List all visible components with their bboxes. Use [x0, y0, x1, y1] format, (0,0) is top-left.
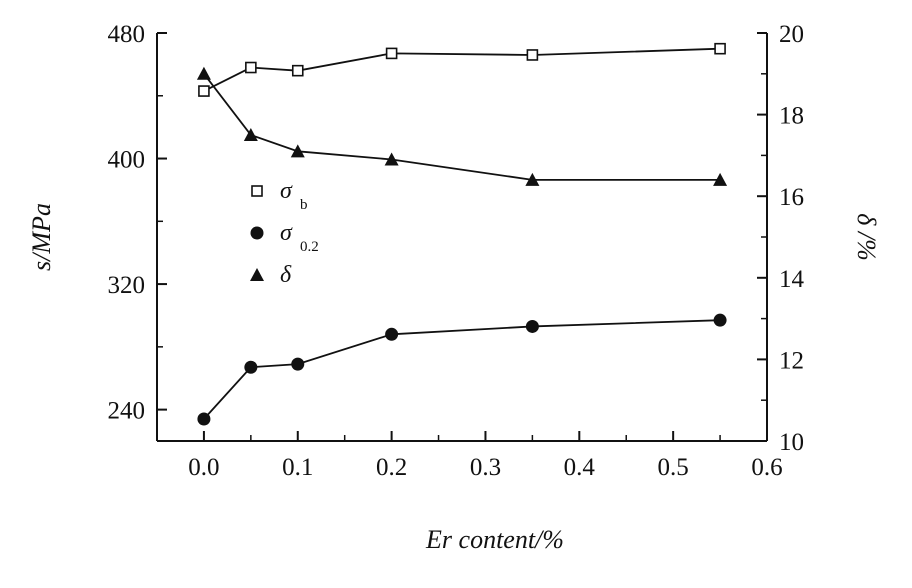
- legend-item: σb: [251, 178, 308, 213]
- y-right-tick-label: 18: [779, 103, 804, 130]
- legend-label: σ: [280, 220, 293, 246]
- y-right-tick-label: 12: [779, 347, 804, 374]
- data-point: [291, 64, 304, 77]
- series: [196, 42, 728, 426]
- legend-marker: [250, 268, 264, 281]
- data-point: [197, 412, 211, 426]
- y-left-tick-label: 400: [108, 147, 146, 174]
- legend-marker: [251, 185, 263, 197]
- legend-label: δ: [280, 262, 292, 288]
- y-left-tick-label: 320: [108, 272, 146, 299]
- data-point: [196, 66, 211, 80]
- x-tick-label: 0.3: [470, 454, 501, 481]
- legend-item: δ: [250, 262, 292, 288]
- data-point: [198, 85, 210, 97]
- legend-subscript: 0.2: [300, 239, 319, 255]
- y-right-tick-label: 14: [779, 266, 805, 293]
- axes: [156, 33, 768, 442]
- series-line: [203, 319, 721, 420]
- data-point: [713, 313, 727, 327]
- y-right-tick-label: 16: [779, 184, 804, 211]
- data-point: [243, 128, 258, 141]
- legend-marker: [250, 226, 264, 240]
- y-right-tick-label: 10: [779, 429, 804, 456]
- data-point: [291, 357, 305, 371]
- data-point: [384, 152, 399, 166]
- series-1: [198, 42, 726, 97]
- y-left-tick-label: 480: [108, 21, 146, 48]
- x-tick-label: 0.4: [564, 454, 596, 481]
- right-y-axis-title: δ /%: [852, 213, 881, 260]
- ticks: 0.0 0.1 0.2 0.3 0.4 0.5 0.6 240 320 400 480 10 12 14 1…: [108, 21, 805, 481]
- data-point: [526, 49, 539, 61]
- left-y-axis-title: s/MPa: [27, 203, 56, 271]
- y-left-tick-label: 240: [108, 398, 146, 425]
- x-tick-label: 0.1: [282, 454, 313, 481]
- legend-subscript: b: [300, 197, 308, 213]
- data-point: [290, 144, 305, 158]
- series-2: [197, 313, 727, 426]
- data-point: [714, 42, 726, 55]
- x-tick-label: 0.0: [188, 454, 219, 481]
- data-point: [244, 360, 258, 374]
- series-line: [203, 73, 721, 181]
- data-point: [713, 172, 728, 186]
- data-point: [385, 47, 398, 60]
- legend-label: σ: [280, 178, 293, 204]
- y-right-tick-label: 20: [779, 21, 804, 48]
- series-line: [203, 47, 721, 92]
- data-point: [385, 327, 399, 341]
- x-tick-label: 0.6: [751, 454, 782, 481]
- data-point: [245, 61, 257, 74]
- x-tick-label: 0.5: [658, 454, 689, 481]
- series-3: [196, 66, 728, 186]
- data-point: [525, 319, 539, 333]
- x-tick-label: 0.2: [376, 454, 407, 481]
- legend-item: σ 0.2: [250, 220, 319, 255]
- data-point: [525, 172, 540, 186]
- x-axis-title: Er content/%: [425, 525, 564, 554]
